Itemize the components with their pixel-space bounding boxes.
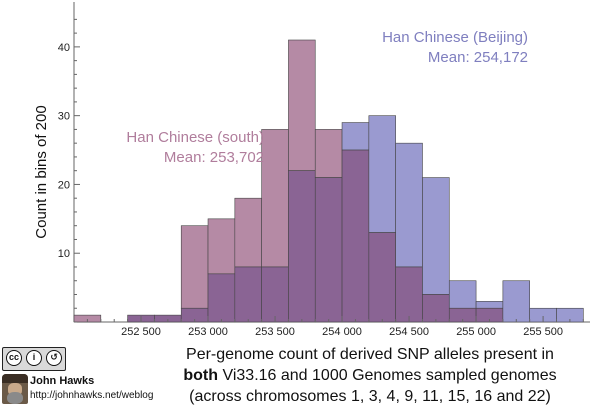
x-axis-title-line-3: (across chromosomes 1, 3, 4, 9, 11, 15, … <box>160 386 580 407</box>
y-tick-label: 20 <box>58 179 70 191</box>
bar-beijing <box>341 122 370 151</box>
bar-beijing <box>422 177 450 295</box>
x-tick-label: 255 500 <box>523 326 563 338</box>
x-tick-label: 253 000 <box>188 326 228 338</box>
bar-beijing <box>395 142 423 268</box>
bar-overlap <box>341 149 370 323</box>
bar-south <box>234 197 262 268</box>
bar-south <box>207 218 236 275</box>
bar-overlap <box>261 266 289 323</box>
histogram-chart: 10 20 30 40 252 500 253 000 253 500 254 000 254 … <box>33 2 590 338</box>
x-tick-label: 253 500 <box>255 326 295 338</box>
series-annotation: Han Chinese (Beijing) <box>382 29 528 46</box>
bar-overlap <box>314 177 343 323</box>
series-annotation: Mean: 254,172 <box>428 49 528 66</box>
bar-south <box>288 39 316 171</box>
x-tick-label: 255 000 <box>456 326 496 338</box>
attribution-icon: i <box>26 350 42 366</box>
bar-beijing <box>502 280 530 323</box>
x-tick-label: 254 500 <box>389 326 429 338</box>
y-axis-title: Count in bins of 200 <box>33 105 50 238</box>
avatar <box>2 374 28 404</box>
x-tick-label: 252 500 <box>121 326 161 338</box>
share-alike-icon: ↺ <box>46 350 62 366</box>
bar-beijing <box>368 115 396 233</box>
y-tick-label: 10 <box>58 248 70 260</box>
bar-beijing <box>475 301 504 309</box>
x-axis-title-run: (across chromosomes 1, 3, 4, 9, 11, 15, … <box>189 388 551 405</box>
author-url-link[interactable]: http://johnhawks.net/weblog <box>30 390 154 401</box>
bar-overlap <box>288 170 316 323</box>
series-annotation: Mean: 253,702 <box>164 149 264 166</box>
bar-south <box>180 225 209 309</box>
y-tick-label: 40 <box>58 42 70 54</box>
bar-overlap <box>368 232 396 323</box>
bar-overlap <box>207 273 236 323</box>
bar-south <box>261 129 289 268</box>
x-axis-title-run: Vi33.16 and 1000 Genomes sampled genomes <box>218 367 557 384</box>
y-tick-label: 30 <box>58 111 70 123</box>
x-axis-title-run: both <box>183 367 219 384</box>
bar-overlap <box>234 266 262 323</box>
cc-license-badge[interactable]: cc i ↺ <box>2 347 66 371</box>
author-name: John Hawks <box>30 375 95 387</box>
x-axis-title-line-2: both Vi33.16 and 1000 Genomes sampled ge… <box>160 365 580 386</box>
bar-beijing <box>448 280 477 309</box>
bar-overlap <box>422 294 450 323</box>
cc-icon: cc <box>6 350 22 366</box>
x-tick-label: 254 000 <box>322 326 362 338</box>
bar-overlap <box>395 266 423 323</box>
bar-south <box>314 129 343 178</box>
x-axis-title-line-1: Per-genome count of derived SNP alleles … <box>160 344 580 365</box>
x-axis-title-run: Per-genome count of derived SNP alleles … <box>186 346 554 363</box>
series-annotation: Han Chinese (south) <box>126 129 264 146</box>
